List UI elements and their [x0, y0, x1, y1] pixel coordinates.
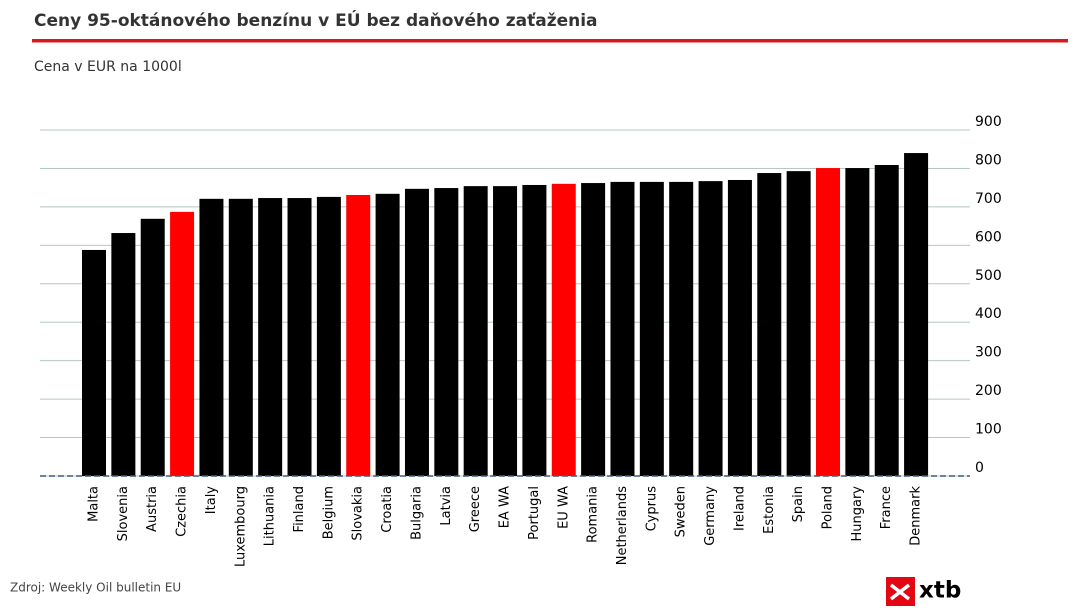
x-tick-label: France — [879, 486, 894, 529]
x-tick-label: Slovenia — [116, 486, 131, 541]
bar — [404, 188, 429, 476]
x-tick-label: Sweden — [674, 486, 689, 537]
bar — [316, 196, 341, 477]
y-tick-label: 0 — [975, 460, 984, 476]
y-tick-label: 200 — [975, 383, 1002, 399]
chart-title: Ceny 95-oktánového benzínu v EÚ bez daňo… — [34, 9, 598, 31]
logo: xtb — [886, 577, 961, 606]
bar — [757, 173, 782, 476]
bar — [493, 186, 518, 476]
bar — [140, 218, 165, 476]
x-tick-label: EU WA — [556, 486, 571, 529]
y-tick-label: 800 — [975, 152, 1002, 168]
bar — [581, 183, 606, 476]
x-tick-label: Malta — [87, 486, 102, 522]
x-tick-label: Finland — [292, 486, 307, 532]
bar — [287, 198, 312, 476]
y-tick-label: 600 — [975, 229, 1002, 245]
x-tick-label: Lithuania — [263, 486, 278, 546]
bar — [845, 168, 870, 476]
x-tick-label: Spain — [791, 486, 806, 522]
y-tick-label: 300 — [975, 345, 1002, 361]
x-tick-label: Poland — [821, 486, 836, 529]
bar — [375, 193, 400, 476]
bar — [816, 168, 840, 476]
x-tick-label: Czechia — [175, 486, 190, 537]
y-tick-label: 100 — [975, 422, 1002, 438]
x-tick-label: Denmark — [909, 486, 924, 546]
bar — [610, 181, 635, 476]
x-tick-label: Italy — [204, 486, 219, 515]
bar — [698, 181, 723, 476]
x-tick-label: Croatia — [380, 486, 395, 533]
bar — [228, 198, 253, 476]
bar — [258, 198, 283, 476]
x-tick-label: Ireland — [732, 486, 747, 531]
x-tick-label: Belgium — [321, 486, 336, 539]
bar — [170, 211, 195, 477]
x-tick-label: Luxembourg — [233, 486, 248, 567]
bar — [82, 249, 106, 476]
bar — [522, 184, 547, 476]
bar — [786, 171, 811, 476]
x-tick-label: Austria — [145, 486, 160, 532]
x-tick-label: Latvia — [439, 486, 454, 526]
x-tick-label: Hungary — [850, 486, 865, 542]
y-tick-label: 400 — [975, 306, 1002, 322]
x-tick-label: Portugal — [527, 486, 542, 540]
y-tick-label: 900 — [975, 114, 1002, 130]
bar — [904, 153, 929, 477]
x-tick-label: Estonia — [762, 486, 777, 534]
x-tick-label: Bulgaria — [409, 486, 424, 540]
title-rule — [32, 39, 1068, 43]
source-note: Zdroj: Weekly Oil bulletin EU — [10, 581, 181, 595]
x-tick-label: Germany — [703, 486, 718, 546]
bar — [727, 179, 752, 476]
x-tick-label: Slovakia — [351, 486, 366, 541]
bar — [551, 183, 576, 477]
bar — [463, 186, 488, 476]
bar — [639, 181, 664, 476]
x-tick-label: Romania — [586, 486, 601, 543]
y-tick-label: 700 — [975, 191, 1002, 207]
bar — [346, 194, 371, 476]
x-tick-label: Cyprus — [644, 486, 659, 532]
bar — [111, 233, 136, 476]
logo-text: xtb — [919, 578, 961, 604]
bar — [434, 188, 459, 476]
bar — [669, 181, 694, 476]
bar — [874, 164, 899, 477]
chart-subtitle: Cena v EUR na 1000l — [34, 59, 182, 75]
x-tick-label: EA WA — [498, 486, 513, 528]
x-tick-label: Netherlands — [615, 486, 630, 565]
bar — [199, 198, 224, 476]
logo-mark — [889, 583, 911, 601]
y-tick-label: 500 — [975, 268, 1002, 284]
x-tick-label: Greece — [468, 486, 483, 532]
